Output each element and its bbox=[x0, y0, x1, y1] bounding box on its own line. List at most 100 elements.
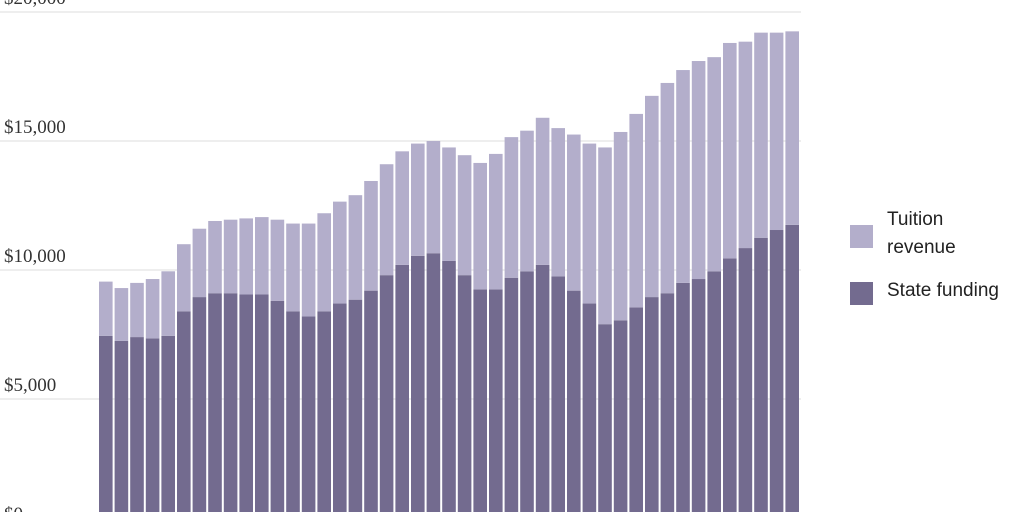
y-tick-label: $0 bbox=[4, 504, 23, 512]
bar-segment-tuition-revenue bbox=[286, 223, 300, 312]
bar-segment-state-funding bbox=[411, 255, 425, 512]
bar-segment-tuition-revenue bbox=[598, 147, 612, 325]
bar-segment-tuition-revenue bbox=[223, 219, 238, 294]
bar-segment-state-funding bbox=[333, 303, 347, 512]
bar-segment-state-funding bbox=[442, 260, 456, 512]
bar-segment-tuition-revenue bbox=[317, 213, 331, 312]
bar-segment-state-funding bbox=[379, 275, 394, 512]
bar-segment-tuition-revenue bbox=[130, 282, 144, 338]
bar-segment-state-funding bbox=[364, 290, 378, 512]
bar-segment-tuition-revenue bbox=[208, 220, 222, 294]
bar-segment-state-funding bbox=[567, 290, 581, 512]
bar-segment-state-funding bbox=[130, 337, 144, 512]
y-tick-label: $20,000 bbox=[4, 0, 66, 9]
bar-segment-tuition-revenue bbox=[707, 57, 721, 272]
bar-segment-tuition-revenue bbox=[395, 151, 409, 265]
y-axis-tick-labels: $0 $5,000 $10,000 $15,000 $20,000 bbox=[4, 0, 66, 512]
bar-segment-tuition-revenue bbox=[145, 279, 160, 339]
bar-segment-tuition-revenue bbox=[769, 32, 784, 231]
bar-segment-tuition-revenue bbox=[426, 141, 441, 254]
bar-segment-tuition-revenue bbox=[504, 137, 519, 278]
bar-segment-tuition-revenue bbox=[785, 31, 799, 225]
legend-swatch-tuition-revenue bbox=[850, 225, 873, 248]
bar-segment-tuition-revenue bbox=[192, 228, 207, 298]
bar-segment-tuition-revenue bbox=[473, 162, 487, 290]
bar-segment-tuition-revenue bbox=[457, 155, 472, 276]
bar-segment-state-funding bbox=[161, 335, 175, 512]
bar-segment-tuition-revenue bbox=[535, 117, 550, 265]
bars bbox=[99, 31, 799, 512]
bar-segment-tuition-revenue bbox=[333, 201, 347, 304]
bar-segment-tuition-revenue bbox=[379, 164, 394, 276]
bar-segment-state-funding bbox=[723, 258, 737, 512]
bar-segment-state-funding bbox=[208, 293, 222, 512]
bar-segment-state-funding bbox=[645, 297, 659, 512]
bar-segment-state-funding bbox=[99, 335, 113, 512]
bar-segment-tuition-revenue bbox=[660, 82, 675, 294]
bar-segment-tuition-revenue bbox=[738, 41, 753, 249]
bar-segment-state-funding bbox=[520, 271, 534, 512]
bar-segment-tuition-revenue bbox=[161, 271, 175, 336]
bar-segment-state-funding bbox=[270, 300, 285, 512]
bar-segment-tuition-revenue bbox=[567, 134, 581, 291]
bar-segment-tuition-revenue bbox=[239, 218, 253, 295]
bar-segment-state-funding bbox=[457, 275, 472, 512]
bar-segment-state-funding bbox=[676, 282, 690, 512]
bar-segment-state-funding bbox=[598, 324, 612, 512]
legend-label-tuition-revenue-line1: Tuition bbox=[887, 209, 943, 230]
bar-segment-state-funding bbox=[582, 303, 597, 512]
bar-segment-state-funding bbox=[504, 277, 519, 512]
bar-segment-state-funding bbox=[785, 224, 799, 512]
bar-segment-state-funding bbox=[395, 264, 409, 512]
bar-segment-tuition-revenue bbox=[364, 180, 378, 291]
bar-segment-state-funding bbox=[754, 237, 768, 512]
bar-segment-tuition-revenue bbox=[613, 131, 628, 321]
bar-segment-state-funding bbox=[489, 289, 503, 512]
legend-swatch-state-funding bbox=[850, 282, 873, 305]
bar-segment-tuition-revenue bbox=[255, 217, 269, 295]
y-tick-label: $15,000 bbox=[4, 117, 66, 138]
bar-segment-tuition-revenue bbox=[754, 32, 768, 238]
bar-segment-state-funding bbox=[769, 230, 784, 512]
bar-segment-state-funding bbox=[223, 293, 238, 512]
bar-segment-state-funding bbox=[551, 276, 565, 512]
bar-segment-tuition-revenue bbox=[489, 153, 503, 290]
bar-segment-state-funding bbox=[691, 279, 706, 512]
bar-segment-state-funding bbox=[239, 294, 253, 512]
bar-segment-state-funding bbox=[613, 320, 628, 512]
bar-segment-state-funding bbox=[301, 316, 316, 512]
bar-segment-tuition-revenue bbox=[723, 42, 737, 259]
bar-segment-tuition-revenue bbox=[99, 281, 113, 336]
bar-segment-state-funding bbox=[660, 293, 675, 512]
bar-segment-state-funding bbox=[317, 311, 331, 512]
bar-segment-tuition-revenue bbox=[520, 130, 534, 272]
bar-segment-tuition-revenue bbox=[676, 70, 690, 283]
bar-segment-tuition-revenue bbox=[691, 61, 706, 280]
bar-segment-state-funding bbox=[348, 299, 363, 512]
bar-segment-state-funding bbox=[286, 311, 300, 512]
legend: Tuition revenue State funding bbox=[850, 209, 999, 305]
y-tick-label: $5,000 bbox=[4, 375, 56, 396]
bar-segment-state-funding bbox=[707, 271, 721, 512]
bar-segment-state-funding bbox=[114, 340, 129, 512]
bar-segment-tuition-revenue bbox=[411, 143, 425, 256]
bar-segment-state-funding bbox=[255, 294, 269, 512]
bar-segment-tuition-revenue bbox=[114, 288, 129, 341]
bar-segment-state-funding bbox=[177, 311, 191, 512]
bar-segment-tuition-revenue bbox=[442, 147, 456, 261]
bar-segment-tuition-revenue bbox=[551, 128, 565, 277]
y-tick-label: $10,000 bbox=[4, 246, 66, 267]
bar-segment-state-funding bbox=[192, 297, 207, 512]
bar-segment-tuition-revenue bbox=[270, 219, 285, 301]
bar-segment-state-funding bbox=[473, 289, 487, 512]
bar-segment-tuition-revenue bbox=[582, 143, 597, 304]
bar-segment-state-funding bbox=[738, 248, 753, 512]
bar-segment-state-funding bbox=[426, 253, 441, 512]
bar-segment-state-funding bbox=[629, 307, 643, 512]
bar-segment-tuition-revenue bbox=[348, 195, 363, 300]
bar-segment-tuition-revenue bbox=[645, 95, 659, 298]
bar-segment-state-funding bbox=[145, 338, 160, 512]
legend-label-state-funding: State funding bbox=[887, 280, 999, 301]
bar-segment-state-funding bbox=[535, 264, 550, 512]
